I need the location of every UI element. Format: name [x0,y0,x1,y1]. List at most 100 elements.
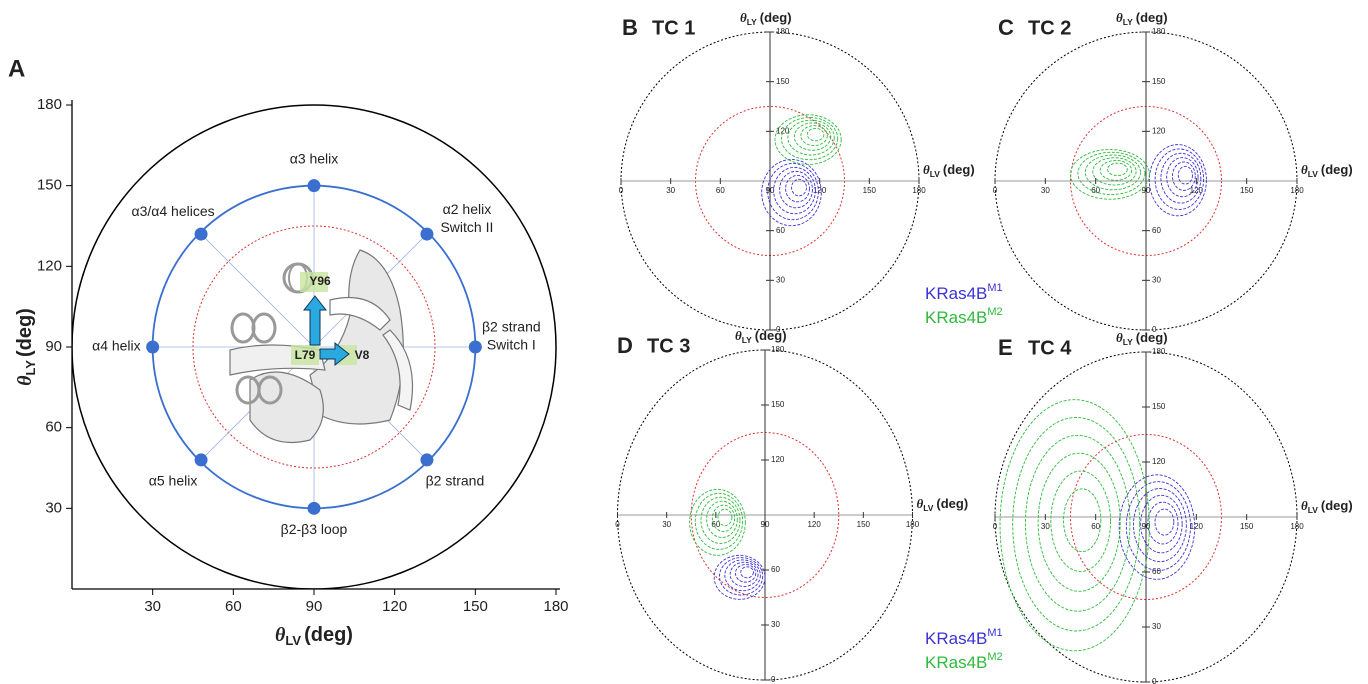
y-tick-label: 60 [776,226,785,235]
x-tick-label: 180 [1290,186,1304,195]
point-label: Switch II [440,219,493,235]
residue-label: V8 [355,348,370,362]
axis-label: θLY(deg) [1116,330,1168,347]
point [420,228,433,241]
contour [1108,163,1128,175]
contour [781,118,837,160]
panel-title: TC 3 [647,335,690,357]
y-tick-label: 150 [1152,77,1166,86]
point-label: Switch I [487,337,536,353]
panel-letter: C [998,15,1014,40]
x-tick-label: 90 [761,520,770,529]
text-part: (deg) [755,328,787,343]
panel-title: TC 1 [652,17,695,39]
panel-letter: E [998,335,1013,360]
text-part: LY [742,335,752,345]
text-part: LY [1123,17,1133,27]
axis-label: θLY(deg) [14,308,39,386]
y-tick-label: 60 [1152,226,1161,235]
point [308,502,321,515]
contour [1149,145,1206,216]
y-tick-label: 60 [1152,567,1161,576]
legend-entry: KRas4BM1 [925,282,1003,304]
figure: Y96 L79 V8 30609012015018030609012015018… [0,0,1368,684]
y-tick-label: 30 [776,275,785,284]
y-tick-label: 180 [1152,347,1166,356]
contour [720,558,763,595]
contour [1155,509,1174,535]
y-tick-label: 120 [1152,126,1166,135]
text-part: LV [930,169,941,179]
y-tick-label: 30 [45,499,62,516]
text-part: (deg) [943,162,975,177]
x-tick-label: 150 [1240,186,1254,195]
text-part: LV [1308,169,1319,179]
residue-label: Y96 [309,274,331,288]
y-tick-label: 0 [771,675,776,684]
text-part: θ [275,624,286,646]
x-tick-label: 30 [662,520,671,529]
contour [1119,475,1195,580]
text-part: KRas4B [925,308,987,327]
axis-label: θLV(deg) [1301,162,1353,179]
y-tick-label: 120 [776,126,790,135]
x-tick-label: 0 [619,186,624,195]
legend-entry: KRas4BM2 [925,651,1003,673]
y-tick-label: 120 [37,257,62,274]
legend-entry: KRas4BM2 [925,306,1003,328]
x-tick-label: 150 [857,520,871,529]
text-part: KRas4B [925,629,987,648]
point-label: α3/α4 helices [132,203,215,219]
text-part: M2 [987,651,1002,663]
x-tick-label: 60 [716,186,725,195]
text-part: (deg) [1136,10,1168,25]
point-label: β2 strand [482,319,541,335]
point-label: α2 helix [443,201,492,217]
y-tick-label: 60 [45,419,62,436]
x-tick-label: 180 [912,186,926,195]
point [469,341,482,354]
panel-title: TC 2 [1028,17,1071,39]
y-tick-label: 0 [1152,677,1157,684]
arrow [304,296,326,345]
text-part: (deg) [1321,498,1353,513]
panel-letter: B [622,15,638,40]
contour [1051,471,1111,571]
x-tick-label: 60 [1091,186,1100,195]
x-tick-label: 60 [225,598,242,615]
y-tick-label: 150 [37,177,62,194]
x-tick-label: 60 [1091,522,1100,531]
x-tick-label: 30 [144,598,161,615]
y-tick-label: 180 [1152,27,1166,36]
axis-label: θLY(deg) [735,328,787,345]
x-tick-label: 150 [463,598,488,615]
y-tick-label: 30 [1152,275,1161,284]
text-part: LV [285,633,301,648]
axis-label: θLV(deg) [923,162,975,179]
panel-title: TC 4 [1028,337,1072,359]
x-tick-label: 150 [1240,522,1254,531]
y-tick-label: 180 [776,27,790,36]
contour [741,567,754,578]
x-tick-label: 180 [1290,522,1304,531]
point [420,453,433,466]
text-part: KRas4B [925,653,987,672]
text-part: (deg) [1321,162,1353,177]
contour [1071,150,1150,200]
contour [730,562,758,586]
text-part: (deg) [760,10,792,25]
text-part: LY [747,17,757,27]
y-tick-label: 60 [771,565,780,574]
text-part: M1 [987,627,1002,639]
contour [775,115,841,165]
y-tick-label: 120 [1152,457,1166,466]
text-part: (deg) [1136,330,1168,345]
text-part: LV [1308,505,1319,515]
legend-entry: KRas4BM1 [925,627,1003,649]
x-tick-label: 30 [666,186,675,195]
y-tick-label: 150 [771,400,785,409]
contour [794,123,830,150]
panel-letter: A [8,55,25,82]
contour [1126,482,1190,571]
text-part: (deg) [304,624,353,646]
